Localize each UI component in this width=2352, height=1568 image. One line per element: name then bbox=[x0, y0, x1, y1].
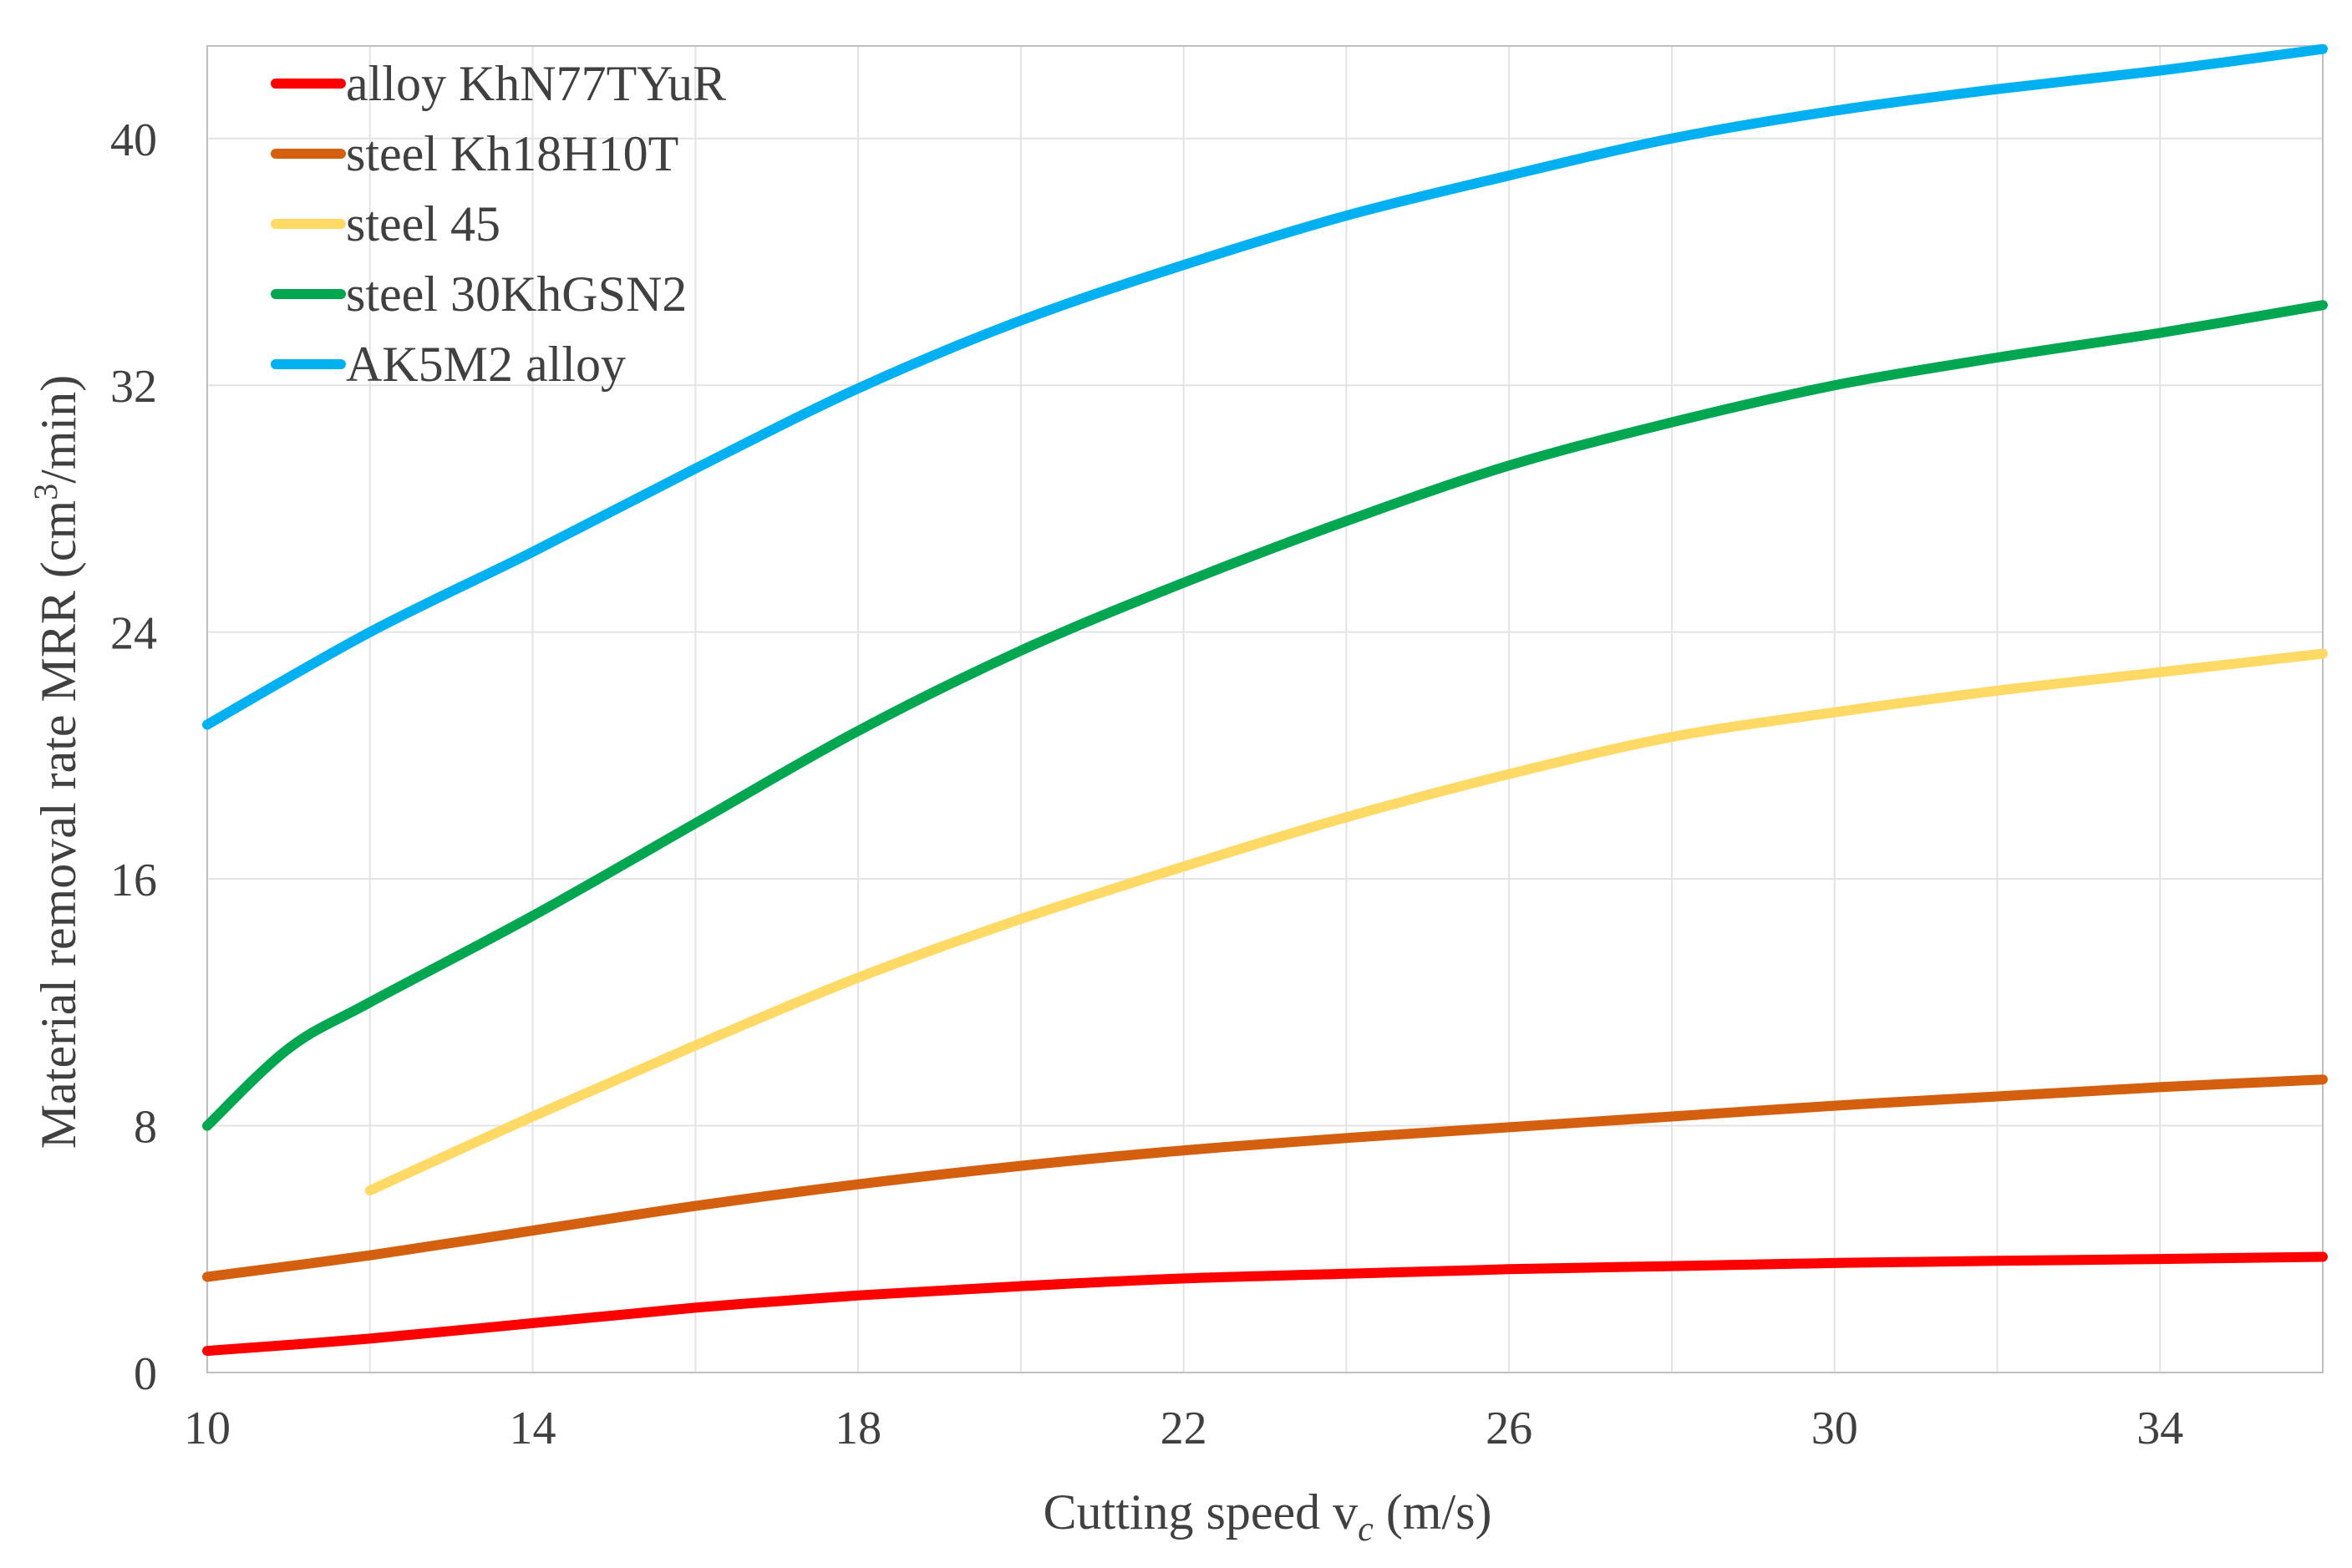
y-tick-label: 0 bbox=[134, 1348, 157, 1400]
y-axis-title-text: Material removal rate MRR (cm bbox=[31, 500, 86, 1149]
x-axis-title-text: Cutting speed v bbox=[1044, 1484, 1359, 1540]
x-tick-label: 26 bbox=[1486, 1403, 1532, 1454]
legend-label: steel Kh18H10T bbox=[346, 126, 678, 181]
x-tick-label: 30 bbox=[1811, 1403, 1858, 1454]
series-lines bbox=[202, 43, 2328, 1357]
series-line-steel-45 bbox=[364, 648, 2328, 1196]
y-tick-label: 40 bbox=[110, 114, 157, 166]
legend-label: alloy KhN77TYuR bbox=[346, 56, 726, 111]
x-axis-title-unit: (m/s) bbox=[1374, 1484, 1492, 1540]
x-tick-label: 34 bbox=[2136, 1403, 2183, 1454]
y-axis-title-unit: /min) bbox=[31, 375, 86, 484]
x-axis-ticks: 10 14 18 22 26 30 34 bbox=[184, 1403, 2183, 1454]
series-line-steel-kh18h10t bbox=[202, 1074, 2328, 1282]
legend-entry-steel-kh18h10t: steel Kh18H10T bbox=[271, 126, 678, 181]
y-axis-title-superscript: 3 bbox=[27, 484, 64, 500]
series-line-alloy-khn77tyur bbox=[202, 1251, 2328, 1357]
y-tick-label: 8 bbox=[134, 1102, 157, 1154]
y-tick-label: 32 bbox=[110, 361, 157, 413]
series-line-steel-30khgsn2 bbox=[202, 300, 2328, 1131]
legend-entry-steel-45: steel 45 bbox=[271, 196, 500, 251]
legend-entry-alloy-khn77tyur: alloy KhN77TYuR bbox=[271, 56, 726, 111]
legend: alloy KhN77TYuR steel Kh18H10T steel 45 ste… bbox=[271, 56, 726, 392]
legend-label: AK5M2 alloy bbox=[346, 337, 626, 392]
y-tick-label: 16 bbox=[110, 855, 157, 906]
x-tick-label: 18 bbox=[835, 1403, 881, 1454]
x-axis-title: Cutting speed vc (m/s) bbox=[1044, 1484, 1492, 1549]
y-axis-title: Material removal rate MRR (cm3/min) bbox=[27, 375, 86, 1149]
legend-entry-ak5m2-alloy: AK5M2 alloy bbox=[271, 337, 626, 392]
y-axis-ticks: 0 8 16 24 32 40 bbox=[110, 114, 157, 1400]
legend-label: steel 30KhGSN2 bbox=[346, 266, 687, 322]
legend-entry-steel-30khgsn2: steel 30KhGSN2 bbox=[271, 266, 687, 322]
plot-frame bbox=[206, 45, 2324, 1373]
series-line-ak5m2-alloy bbox=[202, 43, 2328, 730]
x-tick-label: 14 bbox=[510, 1403, 556, 1454]
legend-label: steel 45 bbox=[346, 196, 500, 251]
x-axis-title-subscript: c bbox=[1358, 1510, 1374, 1549]
x-tick-label: 10 bbox=[184, 1403, 231, 1454]
y-tick-label: 24 bbox=[110, 608, 157, 660]
x-tick-label: 22 bbox=[1161, 1403, 1207, 1454]
